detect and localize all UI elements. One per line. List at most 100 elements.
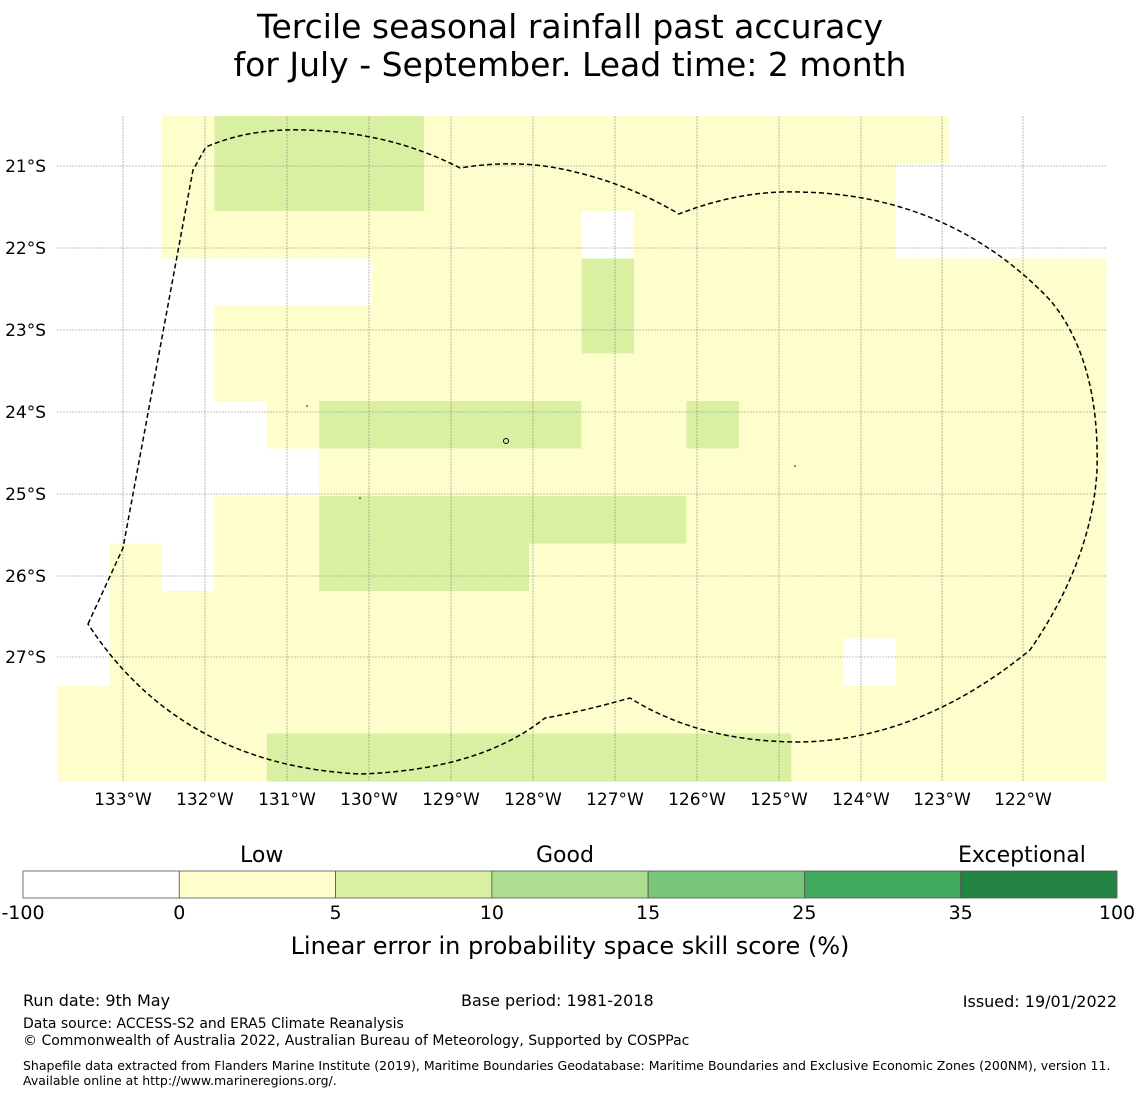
skill-cell (1001, 353, 1055, 402)
skill-cell (686, 116, 740, 165)
skill-cell (686, 258, 740, 307)
skill-cell (161, 116, 215, 165)
skill-cell (476, 163, 530, 212)
colorbar-segment (178, 870, 336, 899)
skill-cell (424, 163, 478, 212)
skill-cell (738, 258, 792, 307)
skill-cell (948, 163, 1002, 212)
skill-cell (686, 543, 740, 592)
skill-cell (948, 686, 1002, 735)
skill-cell (529, 543, 583, 592)
skill-cell (633, 591, 687, 640)
category-label-exceptional: Exceptional (958, 843, 1086, 868)
skill-cell (266, 163, 320, 212)
shapefile-credit: Shapefile data extracted from Flanders M… (23, 1058, 1111, 1088)
skill-cell (686, 638, 740, 687)
skill-cell (214, 258, 268, 307)
skill-cell (424, 211, 478, 260)
latitude-labels: 21°S 22°S 23°S 24°S 25°S 26°S 27°S (5, 157, 46, 668)
latitude-label: 25°S (5, 485, 46, 505)
skill-cell (581, 543, 635, 592)
data-source: Data source: ACCESS-S2 and ERA5 Climate … (23, 1016, 404, 1032)
category-label-low: Low (240, 843, 284, 868)
latitude-label: 23°S (5, 321, 46, 341)
colorbar-tick-label: 5 (329, 902, 342, 924)
longitude-label: 129°W (422, 790, 480, 810)
skill-cell (843, 163, 897, 212)
skill-cell (476, 401, 530, 450)
skill-cell (686, 163, 740, 212)
skill-cell (57, 258, 111, 307)
skill-cell (791, 258, 845, 307)
skill-cell (529, 448, 583, 497)
skill-cell (161, 211, 215, 260)
skill-cell (1001, 211, 1055, 260)
colorbar-segment (335, 870, 493, 899)
latitude-label: 27°S (5, 648, 46, 668)
skill-cell (266, 686, 320, 735)
skill-cell (581, 116, 635, 165)
skill-cell (1001, 638, 1055, 687)
skill-cell (1053, 448, 1107, 497)
skill-cell (791, 543, 845, 592)
graticule (57, 116, 1106, 781)
skill-cell (424, 638, 478, 687)
skill-cell (319, 591, 373, 640)
skill-cell (686, 591, 740, 640)
skill-cell (948, 591, 1002, 640)
skill-cell (319, 258, 373, 307)
skill-cell (738, 116, 792, 165)
skill-cell (161, 638, 215, 687)
island-marker (794, 465, 796, 467)
skill-cell (109, 163, 163, 212)
skill-cell (371, 686, 425, 735)
skill-cell (319, 211, 373, 260)
skill-cell (214, 543, 268, 592)
skill-cell (424, 448, 478, 497)
skill-cell (896, 496, 950, 545)
island-marker (306, 405, 308, 407)
skill-cell (738, 353, 792, 402)
colorbar-segment (647, 870, 805, 899)
skill-cell (896, 258, 950, 307)
skill-cell (1001, 591, 1055, 640)
skill-cell (371, 211, 425, 260)
skill-cell (791, 163, 845, 212)
colorbar-tick-label: 35 (948, 902, 973, 924)
skill-cell (843, 116, 897, 165)
skill-cell (266, 591, 320, 640)
skill-cell (791, 733, 845, 782)
skill-cell (633, 496, 687, 545)
skill-cell (791, 353, 845, 402)
skill-cell (476, 638, 530, 687)
skill-cell (371, 163, 425, 212)
skill-cell (214, 163, 268, 212)
skill-cell (161, 496, 215, 545)
skill-cell (581, 401, 635, 450)
skill-cell (843, 353, 897, 402)
longitude-labels: 133°W 132°W 131°W 130°W 129°W 128°W 127°W 126°W… (94, 790, 1052, 810)
skill-cell (843, 686, 897, 735)
skill-cell (843, 448, 897, 497)
skill-cell (109, 591, 163, 640)
skill-cell (476, 733, 530, 782)
colorbar-tick-label: 10 (479, 902, 504, 924)
skill-cell (476, 353, 530, 402)
skill-cell (319, 448, 373, 497)
colorbar-tick-label: 25 (792, 902, 817, 924)
skill-cell (319, 543, 373, 592)
skill-cell (266, 638, 320, 687)
skill-cell (476, 448, 530, 497)
skill-cell (529, 116, 583, 165)
skill-cell (581, 733, 635, 782)
skill-cell (529, 686, 583, 735)
skill-cell (214, 733, 268, 782)
latitude-label: 26°S (5, 567, 46, 587)
skill-cell (424, 543, 478, 592)
skill-cell (424, 258, 478, 307)
skill-cell (109, 211, 163, 260)
skill-cell (371, 733, 425, 782)
skill-cell (896, 591, 950, 640)
skill-cell (109, 686, 163, 735)
skill-cell (161, 543, 215, 592)
